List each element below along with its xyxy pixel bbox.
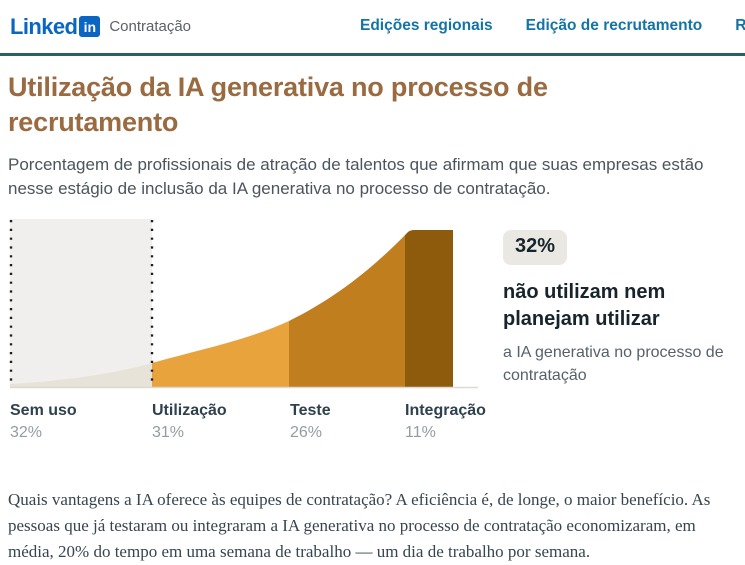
category-label: Integração: [405, 402, 486, 420]
category-label: Utilização: [152, 402, 227, 420]
category-label: Teste: [290, 402, 331, 420]
header-nav: Edições regionais Edição de recrutamento…: [360, 17, 745, 35]
nav-link-regional-editions[interactable]: Edições regionais: [360, 17, 493, 34]
area-segment-sem-uso: [10, 363, 152, 388]
axis-label-utilizacao: Utilização 31%: [152, 402, 227, 442]
linkedin-logo[interactable]: Linked in Contratação: [10, 14, 191, 40]
category-label: Sem uso: [10, 402, 77, 420]
ai-adoption-figure: Sem uso 32% Utilização 31% Teste 26% Int…: [0, 218, 745, 462]
linkedin-wordmark: Linked: [10, 13, 78, 39]
callout-body: a IA generativa no processo de contrataç…: [503, 344, 724, 384]
value-label: 32%: [10, 424, 43, 442]
site-header: Linked in Contratação Edições regionais …: [0, 0, 745, 56]
stat-badge: 32%: [503, 230, 568, 266]
nav-link-recruiting-edition[interactable]: Edição de recrutamento: [525, 17, 703, 34]
axis-label-integracao: Integração 11%: [405, 402, 486, 442]
ai-adoption-area-chart: [9, 219, 478, 389]
insight-paragraph: Quais vantagens a IA oferece às equipes …: [8, 490, 711, 562]
no-use-band-background: [10, 219, 152, 388]
product-name: Contratação: [109, 18, 192, 35]
value-label: 26%: [290, 424, 323, 442]
linkedin-in-icon: in: [79, 16, 101, 37]
axis-label-sem-uso: Sem uso 32%: [10, 402, 77, 442]
nav-link-truncated[interactable]: Re: [735, 17, 745, 34]
value-label: 31%: [152, 424, 185, 442]
page-title: Utilização da IA generativa no processo …: [8, 72, 548, 138]
area-segment-utilizacao: [152, 321, 289, 388]
value-label: 11%: [405, 424, 436, 442]
area-segment-integracao: [405, 230, 453, 388]
chart-description: Porcentagem de profissionais de atração …: [8, 155, 704, 199]
key-stat-callout: 32% não utilizam nem planejam utilizar a…: [503, 230, 740, 387]
callout-heading: não utilizam nem planejam utilizar: [503, 281, 666, 330]
axis-label-teste: Teste 26%: [290, 402, 331, 442]
area-segment-teste: [289, 235, 405, 388]
